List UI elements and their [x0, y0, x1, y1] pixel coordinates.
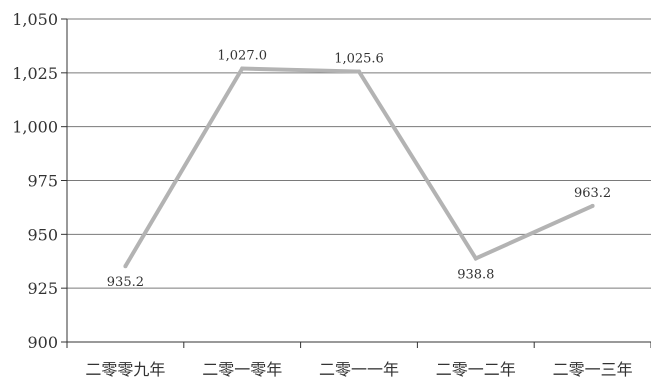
- x-axis-tick-labels: 二零零九年 二零一零年 二零一一年 二零一二年 二零一三年: [85, 360, 632, 379]
- data-label: 963.2: [574, 186, 611, 201]
- y-tick-label: 1,000: [12, 118, 58, 137]
- data-label: 1,027.0: [217, 49, 267, 64]
- y-tick-label: 950: [27, 225, 58, 244]
- y-tick-label: 925: [27, 279, 58, 298]
- data-point: [590, 203, 595, 208]
- data-point: [240, 66, 245, 71]
- y-tick-label: 975: [27, 172, 58, 191]
- x-tick-label: 二零一零年: [202, 360, 282, 379]
- series-line: [123, 66, 594, 268]
- x-tick-label: 二零一三年: [553, 360, 633, 379]
- x-tick-label: 二零一二年: [436, 360, 516, 379]
- data-label: 1,025.6: [334, 52, 384, 67]
- y-tick-label: 1,025: [12, 64, 58, 83]
- y-tick-label: 1,050: [12, 10, 58, 29]
- data-label: 935.2: [107, 275, 144, 290]
- x-tick-label: 二零零九年: [85, 360, 165, 379]
- data-point: [123, 264, 128, 269]
- x-tick-label: 二零一一年: [319, 360, 399, 379]
- data-point: [473, 256, 478, 261]
- y-axis-tick-labels: 900 925 950 975 1,000 1,025 1,050: [12, 10, 58, 352]
- series-lines: [123, 66, 595, 269]
- y-tick-label: 900: [27, 333, 58, 352]
- data-label: 938.8: [457, 267, 494, 282]
- data-labels: 935.2 1,027.0 1,025.6 938.8 963.2: [107, 49, 611, 291]
- axes: [61, 18, 651, 348]
- data-point: [357, 69, 361, 74]
